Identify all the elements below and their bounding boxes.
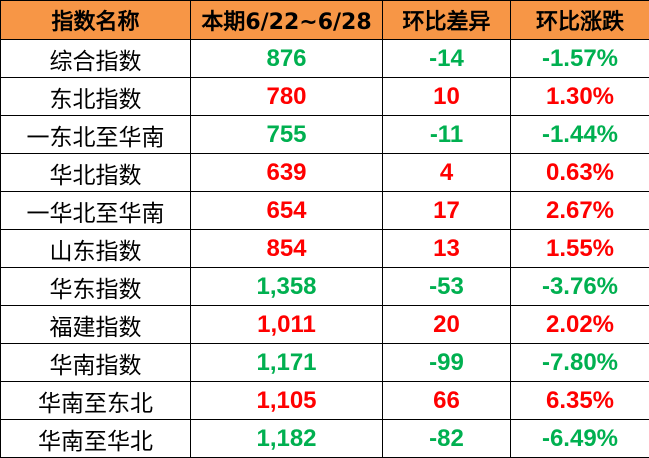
diff-cell: 10 — [383, 78, 511, 116]
index-name-cell: 福建指数 — [1, 306, 191, 344]
pct-cell: -3.76% — [511, 268, 649, 306]
diff-cell: -11 — [383, 116, 511, 154]
pct-cell: 1.55% — [511, 230, 649, 268]
value-cell: 1,011 — [191, 306, 383, 344]
pct-cell: -6.49% — [511, 420, 649, 458]
pct-cell: -1.57% — [511, 40, 649, 78]
header-value: 本期6/22~6/28 — [191, 1, 383, 40]
index-name-cell: 华南至东北 — [1, 382, 191, 420]
header-row: 指数名称 本期6/22~6/28 环比差异 环比涨跌 — [1, 1, 649, 40]
index-name-cell: 东北指数 — [1, 78, 191, 116]
diff-cell: 66 — [383, 382, 511, 420]
value-cell: 854 — [191, 230, 383, 268]
value-cell: 1,358 — [191, 268, 383, 306]
value-cell: 780 — [191, 78, 383, 116]
value-cell: 1,105 — [191, 382, 383, 420]
header-pct: 环比涨跌 — [511, 1, 649, 40]
index-name-cell: 一华北至华南 — [1, 192, 191, 230]
pct-cell: 0.63% — [511, 154, 649, 192]
pct-cell: -1.44% — [511, 116, 649, 154]
diff-cell: 20 — [383, 306, 511, 344]
diff-cell: -82 — [383, 420, 511, 458]
value-cell: 1,182 — [191, 420, 383, 458]
pct-cell: 2.67% — [511, 192, 649, 230]
diff-cell: -53 — [383, 268, 511, 306]
index-name-cell: 华南至华北 — [1, 420, 191, 458]
pct-cell: 2.02% — [511, 306, 649, 344]
index-name-cell: 一东北至华南 — [1, 116, 191, 154]
value-cell: 755 — [191, 116, 383, 154]
index-name-cell: 华南指数 — [1, 344, 191, 382]
index-name-cell: 综合指数 — [1, 40, 191, 78]
pct-cell: 6.35% — [511, 382, 649, 420]
value-cell: 1,171 — [191, 344, 383, 382]
value-cell: 654 — [191, 192, 383, 230]
value-cell: 639 — [191, 154, 383, 192]
header-name: 指数名称 — [1, 1, 191, 40]
header-diff: 环比差异 — [383, 1, 511, 40]
diff-cell: -99 — [383, 344, 511, 382]
diff-cell: 17 — [383, 192, 511, 230]
index-name-cell: 山东指数 — [1, 230, 191, 268]
pct-cell: -7.80% — [511, 344, 649, 382]
pct-cell: 1.30% — [511, 78, 649, 116]
diff-cell: 13 — [383, 230, 511, 268]
index-name-cell: 华东指数 — [1, 268, 191, 306]
diff-cell: 4 — [383, 154, 511, 192]
diff-cell: -14 — [383, 40, 511, 78]
value-cell: 876 — [191, 40, 383, 78]
index-name-cell: 华北指数 — [1, 154, 191, 192]
